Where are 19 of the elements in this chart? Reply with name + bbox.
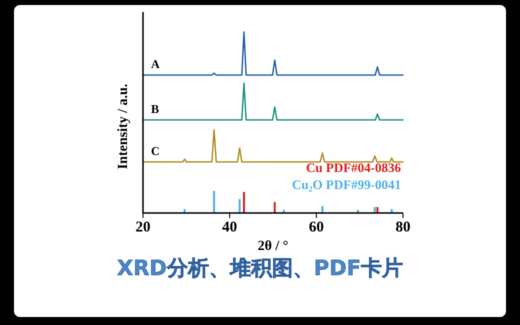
series-label: A xyxy=(151,57,160,72)
series-label: C xyxy=(151,144,160,158)
x-tick-label: 60 xyxy=(308,220,324,236)
x-axis-title: 2θ / ° xyxy=(258,239,288,254)
text: Cu PDF#04-0836 xyxy=(306,160,402,175)
bar xyxy=(374,207,376,213)
y-axis-title: Intensity / a.u. xyxy=(116,84,131,170)
x-tick-label: 80 xyxy=(396,220,410,236)
series-label: Cu₂O PDF#99-0041 xyxy=(292,177,401,192)
text: XRD分析、堆积图、PDF卡片 xyxy=(117,256,403,280)
series-label: B xyxy=(151,102,160,116)
bar xyxy=(376,207,378,213)
bar xyxy=(242,192,245,213)
bar xyxy=(274,202,276,213)
x-tick-label: 40 xyxy=(222,220,238,236)
bar xyxy=(238,199,241,213)
bar xyxy=(321,206,324,213)
x-tick-label: 20 xyxy=(136,220,150,236)
bar xyxy=(213,190,216,213)
